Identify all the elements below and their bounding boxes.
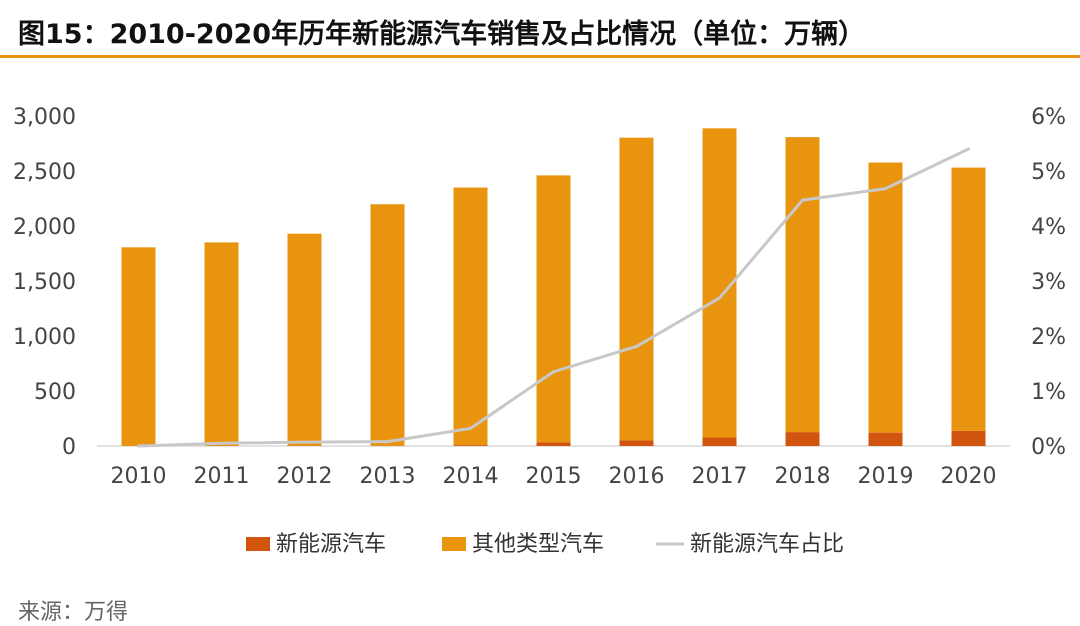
bar-new-energy-vehicles: [785, 432, 820, 446]
y-right-tick-label: 0%: [1031, 435, 1066, 460]
y-left-tick-label: 3,000: [13, 105, 76, 130]
share-line-point: [884, 187, 887, 191]
bar-other-vehicles: [951, 167, 986, 431]
bar-new-energy-vehicles: [868, 432, 903, 446]
legend-swatch-other: [442, 537, 466, 551]
bar-other-vehicles: [619, 137, 654, 441]
bar-other-vehicles: [536, 175, 571, 443]
x-tick-label: 2014: [443, 464, 499, 489]
chart-title: 图15：2010-2020年历年新能源汽车销售及占比情况（单位：万辆）: [18, 19, 866, 50]
y-right-tick-label: 4%: [1031, 215, 1066, 240]
bar-new-energy-vehicles: [536, 442, 571, 446]
source-note: 来源：万得: [18, 600, 129, 625]
bar-other-vehicles: [453, 187, 488, 446]
bar-other-vehicles: [370, 204, 405, 446]
bar-other-vehicles: [287, 233, 322, 446]
x-tick-label: 2018: [775, 464, 831, 489]
x-tick-label: 2015: [526, 464, 582, 489]
share-line-point: [469, 426, 472, 430]
bar-other-vehicles: [785, 137, 820, 433]
y-left-tick-label: 2,000: [13, 215, 76, 240]
bar-new-energy-vehicles: [951, 430, 986, 446]
combo-chart: 0 500 1,000 1,500 2,000 2,500 3,000 0% 1% 2% 3% 4% 5…: [13, 105, 1066, 557]
share-line-point: [137, 444, 140, 448]
bar-new-energy-vehicles: [619, 440, 654, 446]
x-tick-label: 2011: [194, 464, 250, 489]
y-left-tick-label: 0: [62, 435, 76, 460]
x-tick-label: 2020: [941, 464, 997, 489]
share-line-point: [718, 296, 721, 300]
bar-other-vehicles: [868, 162, 903, 433]
legend-label-share: 新能源汽车占比: [690, 532, 844, 557]
y-right-tick-label: 6%: [1031, 105, 1066, 130]
share-line-point: [552, 370, 555, 374]
y-right-tick-label: 2%: [1031, 325, 1066, 350]
x-tick-label: 2016: [609, 464, 665, 489]
legend-label-nev: 新能源汽车: [276, 532, 386, 557]
y-right-tick-label: 1%: [1031, 380, 1066, 405]
x-tick-label: 2012: [277, 464, 333, 489]
x-tick-label: 2013: [360, 464, 416, 489]
y-left-tick-label: 1,000: [13, 325, 76, 350]
bar-other-vehicles: [204, 242, 239, 446]
bar-new-energy-vehicles: [702, 437, 737, 446]
bar-other-vehicles: [121, 247, 156, 446]
share-line-point: [801, 198, 804, 202]
y-left-tick-label: 1,500: [13, 270, 76, 295]
legend-swatch-nev: [246, 537, 270, 551]
y-right-tick-label: 3%: [1031, 270, 1066, 295]
share-line-point: [386, 440, 389, 444]
share-line-point: [220, 441, 223, 445]
legend-label-other: 其他类型汽车: [472, 532, 604, 557]
share-line-point: [635, 344, 638, 348]
x-tick-label: 2019: [858, 464, 914, 489]
x-tick-label: 2010: [111, 464, 167, 489]
x-tick-label: 2017: [692, 464, 748, 489]
y-left-tick-label: 2,500: [13, 160, 76, 185]
share-line-point: [967, 147, 970, 151]
title-bar: 图15：2010-2020年历年新能源汽车销售及占比情况（单位：万辆）: [0, 0, 1080, 58]
y-right-tick-label: 5%: [1031, 160, 1066, 185]
bar-new-energy-vehicles: [453, 445, 488, 446]
share-line-point: [303, 440, 306, 444]
y-left-tick-label: 500: [34, 380, 76, 405]
